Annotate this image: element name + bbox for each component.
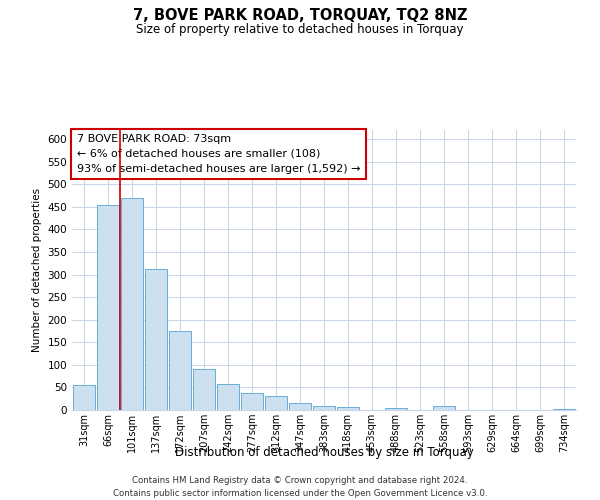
- Bar: [169, 331, 191, 410]
- Bar: [433, 406, 455, 410]
- Bar: [241, 393, 263, 410]
- Bar: [385, 408, 407, 410]
- Text: Size of property relative to detached houses in Torquay: Size of property relative to detached ho…: [136, 22, 464, 36]
- Bar: [265, 396, 287, 410]
- Text: Distribution of detached houses by size in Torquay: Distribution of detached houses by size …: [175, 446, 473, 459]
- Bar: [337, 408, 359, 410]
- Bar: [121, 198, 143, 410]
- Y-axis label: Number of detached properties: Number of detached properties: [32, 188, 42, 352]
- Bar: [97, 206, 119, 410]
- Bar: [145, 268, 167, 410]
- Bar: [553, 409, 575, 410]
- Bar: [73, 385, 95, 410]
- Text: Contains HM Land Registry data © Crown copyright and database right 2024.
Contai: Contains HM Land Registry data © Crown c…: [113, 476, 487, 498]
- Bar: [289, 403, 311, 410]
- Text: 7 BOVE PARK ROAD: 73sqm
← 6% of detached houses are smaller (108)
93% of semi-de: 7 BOVE PARK ROAD: 73sqm ← 6% of detached…: [77, 134, 361, 174]
- Bar: [193, 370, 215, 410]
- Text: 7, BOVE PARK ROAD, TORQUAY, TQ2 8NZ: 7, BOVE PARK ROAD, TORQUAY, TQ2 8NZ: [133, 8, 467, 22]
- Bar: [313, 406, 335, 410]
- Bar: [217, 384, 239, 410]
